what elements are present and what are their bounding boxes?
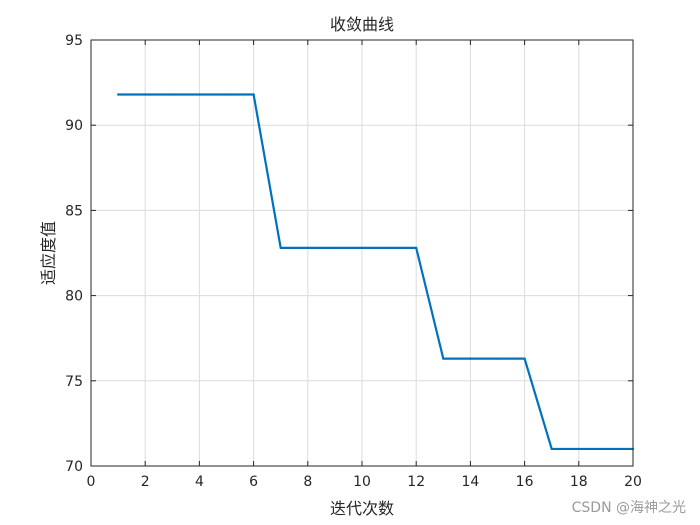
- data-point: [117, 93, 120, 96]
- x-axis-title: 迭代次数: [330, 499, 394, 518]
- x-tick-label: 4: [195, 474, 204, 490]
- y-tick-label: 75: [65, 374, 83, 390]
- data-point: [171, 93, 174, 96]
- data-point: [388, 246, 391, 249]
- data-point: [604, 447, 608, 451]
- data-point: [469, 357, 472, 360]
- x-tick-label: 6: [249, 474, 258, 490]
- y-tick-label: 70: [65, 459, 83, 475]
- data-point: [144, 93, 147, 96]
- x-tick-label: 14: [461, 474, 479, 490]
- convergence-line: [118, 93, 633, 451]
- y-tick-label: 85: [65, 203, 83, 219]
- y-tick-label: 95: [65, 33, 83, 49]
- data-point: [523, 357, 526, 360]
- x-tick-label: 20: [624, 474, 642, 490]
- data-point: [550, 447, 553, 451]
- y-tick-label: 90: [65, 118, 83, 134]
- data-point: [496, 357, 499, 360]
- watermark: CSDN @海神之光: [571, 500, 686, 516]
- data-point: [415, 246, 418, 249]
- x-tick-label: 16: [516, 474, 534, 490]
- ticks: 0 2 4 6 8 10 12 14 16 18 20 70 75 80 85 90 95: [65, 33, 642, 490]
- data-point: [360, 246, 364, 249]
- data-point: [333, 246, 336, 249]
- data-point: [225, 93, 228, 96]
- y-axis-title: 适应度值: [39, 221, 58, 285]
- data-point: [252, 93, 255, 96]
- x-tick-label: 0: [87, 474, 96, 490]
- grid: [91, 40, 633, 466]
- x-tick-label: 12: [407, 474, 425, 490]
- x-tick-label: 8: [303, 474, 312, 490]
- x-tick-label: 18: [570, 474, 588, 490]
- x-tick-label: 2: [141, 474, 150, 490]
- chart-title: 收敛曲线: [330, 15, 394, 34]
- data-point: [577, 447, 580, 451]
- x-tick-label: 10: [353, 474, 371, 490]
- series-layer: [117, 93, 635, 451]
- data-point: [306, 246, 309, 249]
- data-point: [198, 93, 201, 96]
- data-point: [442, 357, 445, 360]
- data-point: [279, 246, 282, 249]
- y-tick-label: 80: [65, 289, 83, 305]
